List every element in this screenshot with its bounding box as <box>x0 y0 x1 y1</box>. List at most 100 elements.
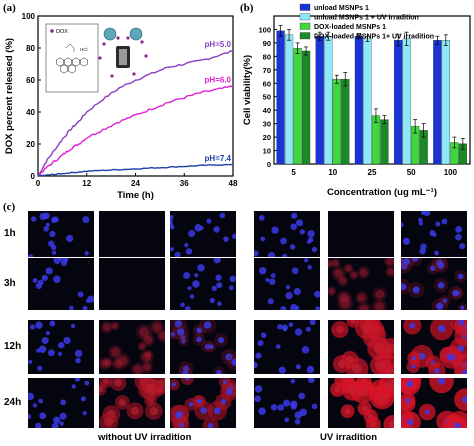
cytoplasm-signal <box>100 321 114 334</box>
nucleus <box>38 398 44 404</box>
released-dox-dot <box>140 40 144 44</box>
nucleus <box>217 301 222 307</box>
nucleus <box>315 306 320 310</box>
nucleus <box>281 324 288 331</box>
nucleus <box>411 364 416 369</box>
red-cell <box>359 304 369 310</box>
cytoplasm-signal <box>330 258 341 269</box>
y-tick-label-a: 40 <box>26 108 35 117</box>
nucleus <box>258 407 266 415</box>
tile-right-dox <box>328 320 394 374</box>
nucleus <box>206 218 212 224</box>
red-cell <box>114 378 123 387</box>
red-cell <box>361 322 372 333</box>
nucleus <box>306 239 311 244</box>
nucleus <box>295 306 300 310</box>
hcl-label: HCl <box>80 47 88 52</box>
nucleus <box>196 327 203 334</box>
nucleus <box>215 274 222 281</box>
row-label-3h: 3h <box>4 278 16 289</box>
sugar-chain <box>65 43 75 52</box>
y-axis-label-b: Cell viability(%) <box>242 55 253 125</box>
nucleus <box>257 339 264 347</box>
cytoplasm-signal <box>447 415 467 428</box>
nucleus <box>49 320 56 327</box>
red-cell <box>334 268 343 278</box>
nucleus <box>459 243 466 250</box>
y-tick-label-b: 20 <box>263 133 271 142</box>
nucleus <box>441 218 448 225</box>
nucleus <box>285 285 291 290</box>
red-cell <box>328 288 335 295</box>
tile-left-dox <box>99 378 165 428</box>
panel-b-letter: (b) <box>240 2 254 14</box>
nucleus <box>189 294 195 299</box>
nucleus <box>82 305 88 310</box>
x-tick-label-a: 0 <box>36 179 41 188</box>
y-tick-label-b: 40 <box>263 106 271 115</box>
nucleus <box>437 282 445 289</box>
red-cell <box>143 363 151 371</box>
legend-swatch-2 <box>299 22 311 30</box>
red-cell <box>100 359 109 368</box>
cytoplasm-signal <box>115 353 131 368</box>
red-cell <box>99 385 104 393</box>
nucleus <box>418 217 423 223</box>
nucleus <box>28 414 32 419</box>
nucleus <box>304 258 309 263</box>
bar-unload MSNPs 1-5 <box>276 30 285 165</box>
nucleus <box>412 286 420 294</box>
nucleus <box>228 285 234 291</box>
nucleus <box>306 365 315 374</box>
y-tick-label-b: 100 <box>258 25 271 34</box>
red-cell <box>142 352 152 362</box>
tile-right-merge <box>401 211 467 257</box>
red-cell <box>344 408 351 415</box>
legend-label-1: unload MSNPs 1 + UV irradition <box>314 15 419 22</box>
nucleus <box>406 418 414 426</box>
y-tick-label-a: 0 <box>31 172 36 181</box>
nucleus <box>28 359 33 364</box>
nucleus <box>437 378 446 385</box>
red-cell <box>374 302 384 310</box>
nucleus <box>293 287 301 296</box>
cytoplasm-signal <box>331 266 346 281</box>
nucleus <box>200 407 207 414</box>
nucleus <box>37 365 43 371</box>
nucleus <box>285 291 293 300</box>
nucleus <box>50 244 57 250</box>
nucleus <box>280 237 287 245</box>
nucleus <box>87 295 94 303</box>
released-dox-dot <box>144 54 148 58</box>
y-tick-label-a: 60 <box>26 76 35 85</box>
nucleus <box>298 392 306 400</box>
nucleus <box>267 298 274 305</box>
legend-label-0: unload MSNPs 1 <box>314 5 369 12</box>
y-tick-label-a: 100 <box>22 12 36 21</box>
nucleus <box>226 388 233 396</box>
nucleus <box>255 352 262 359</box>
red-cell <box>110 347 120 357</box>
bar-unload MSNPs 1 + UV irradition-50 <box>402 38 411 165</box>
nucleus <box>188 229 196 238</box>
nucleus <box>174 251 181 257</box>
red-cell <box>336 325 344 334</box>
cytoplasm-signal <box>149 320 165 335</box>
legend-swatch-3 <box>299 32 311 40</box>
nucleus <box>447 353 455 361</box>
nucleus <box>45 222 50 227</box>
red-cell <box>104 359 112 367</box>
nucleus <box>170 214 174 220</box>
nucleus <box>402 237 411 245</box>
nucleus <box>267 252 276 257</box>
nucleus <box>229 275 236 283</box>
cytoplasm-signal <box>337 275 349 287</box>
inset-schematic: DOX HCl <box>45 23 148 93</box>
series-line-pH=6.0 <box>37 85 234 177</box>
tile-left-dox <box>99 258 165 310</box>
red-cell <box>387 268 394 276</box>
red-cell <box>389 420 394 428</box>
nucleus <box>170 225 175 230</box>
nucleus <box>403 258 410 266</box>
viability-chart: 0 10 20 30 40 50 60 70 80 90 100 5 10 25 50 100 Concentr… <box>242 3 471 198</box>
